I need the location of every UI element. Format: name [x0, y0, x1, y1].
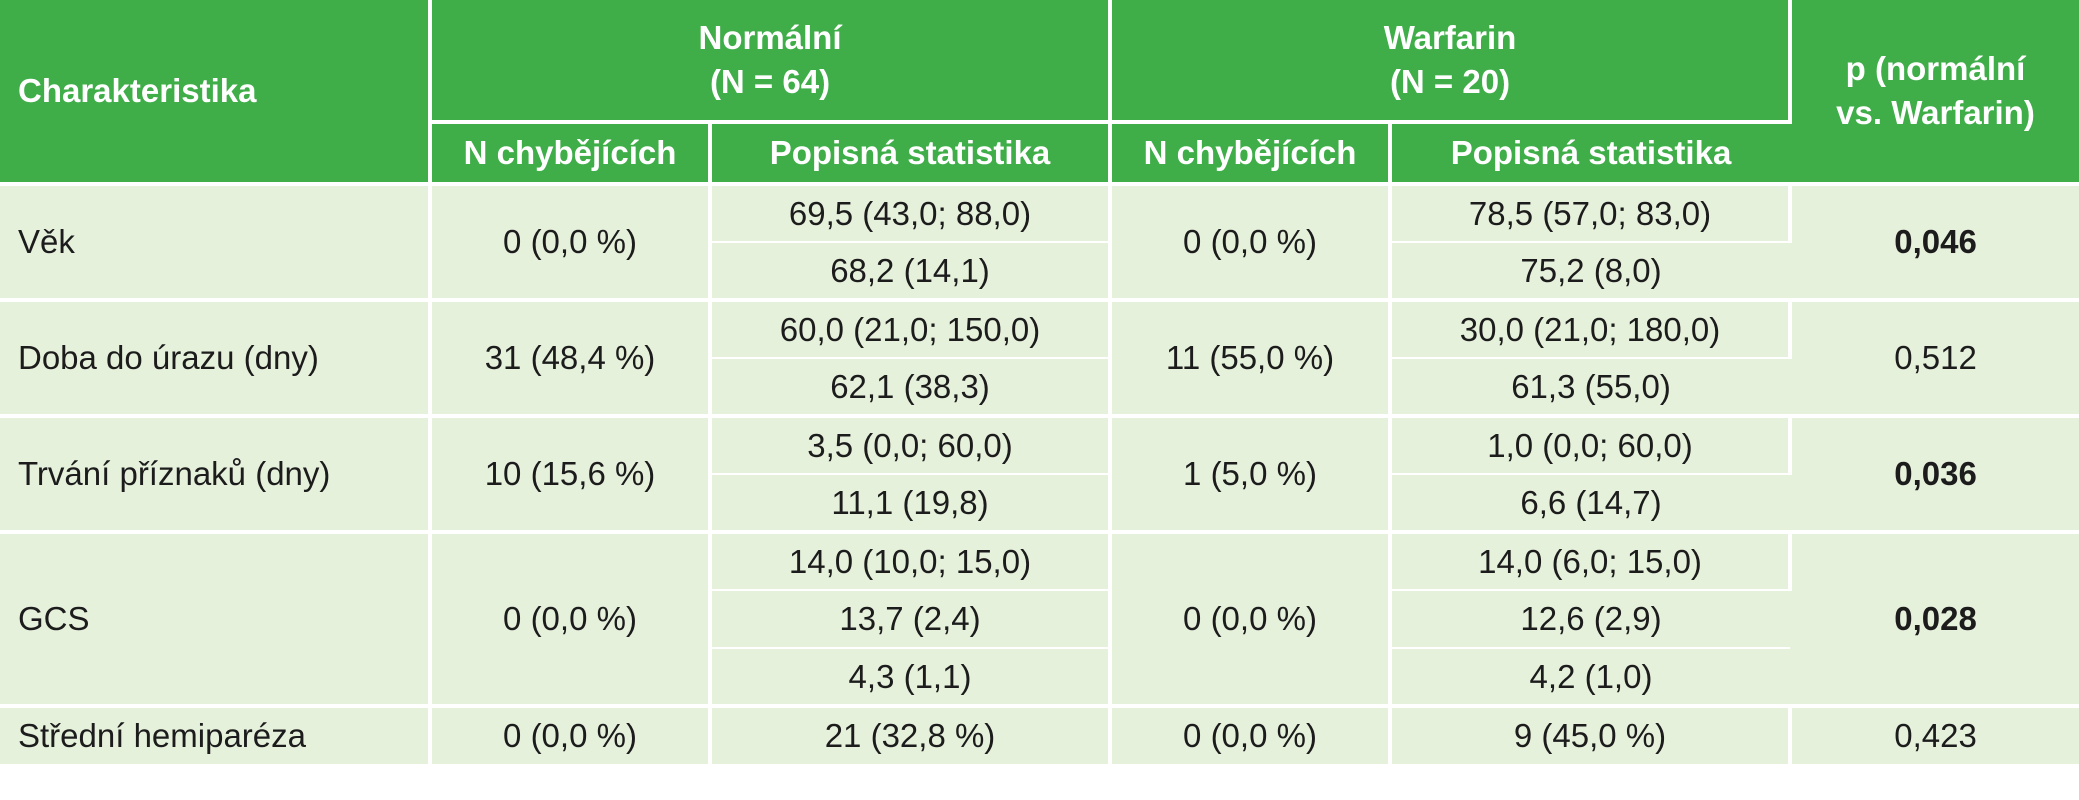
normal-missing-cell: 0 (0,0 %) [430, 530, 712, 706]
normal-group-count: (N = 64) [709, 63, 831, 100]
warfarin-stat-cell: 78,5 (57,0; 83,0) [1390, 182, 1793, 242]
warfarin-stat-cell: 61,3 (55,0) [1390, 357, 1791, 416]
normal-stat-cell: 3,5 (0,0; 60,0) [710, 414, 1112, 474]
row-label: Doba do úrazu (dny) [0, 298, 432, 416]
warfarin-stat-cell: 6,6 (14,7) [1390, 473, 1791, 532]
warfarin-missing-cell: 11 (55,0 %) [1110, 298, 1392, 416]
table-subrow: 11,1 (19,8) 6,6 (14,7) [0, 473, 2079, 532]
warfarin-missing-header: N chybějících [1110, 122, 1392, 186]
characteristic-header: Charakteristika [0, 0, 432, 186]
row-label: Věk [0, 182, 432, 300]
normal-missing-header: N chybějících [430, 122, 712, 186]
normal-stat-cell: 68,2 (14,1) [710, 241, 1112, 300]
pvalue-cell: 0,512 [1790, 298, 2079, 416]
normal-stat-cell: 69,5 (43,0; 88,0) [710, 182, 1112, 242]
warfarin-stat-cell: 75,2 (8,0) [1390, 241, 1791, 300]
row-label: Trvání příznaků (dny) [0, 414, 432, 532]
table-row: Střední hemiparéza 0 (0,0 %) 21 (32,8 %)… [0, 704, 2079, 764]
row-label: GCS [0, 530, 432, 706]
warfarin-group-header: Warfarin (N = 20) [1110, 0, 1793, 124]
normal-missing-cell: 31 (48,4 %) [430, 298, 712, 416]
warfarin-stat-cell: 1,0 (0,0; 60,0) [1390, 414, 1793, 474]
normal-stat-cell: 62,1 (38,3) [710, 357, 1112, 416]
normal-missing-cell: 0 (0,0 %) [430, 704, 712, 764]
normal-group-name: Normální [698, 19, 842, 56]
normal-stat-cell: 13,7 (2,4) [710, 589, 1112, 648]
pvalue-cell: 0,046 [1790, 182, 2079, 300]
normal-stat-cell: 21 (32,8 %) [710, 704, 1112, 764]
warfarin-descriptive-header: Popisná statistika [1390, 122, 1791, 186]
table-header: Charakteristika Normální (N = 64) Warfar… [0, 0, 2079, 186]
warfarin-missing-cell: 0 (0,0 %) [1110, 704, 1392, 764]
warfarin-group-count: (N = 20) [1389, 63, 1511, 100]
warfarin-missing-cell: 1 (5,0 %) [1110, 414, 1392, 532]
table-subrow: 62,1 (38,3) 61,3 (55,0) [0, 357, 2079, 416]
table-row: Věk 0 (0,0 %) 69,5 (43,0; 88,0) 0 (0,0 %… [0, 182, 2079, 300]
warfarin-stat-cell: 14,0 (6,0; 15,0) [1390, 530, 1793, 590]
table-row: Trvání příznaků (dny) 10 (15,6 %) 3,5 (0… [0, 414, 2079, 532]
table-subrow: 13,7 (2,4) 12,6 (2,9) [0, 589, 2079, 648]
pvalue-cell: 0,423 [1790, 704, 2079, 764]
normal-missing-cell: 0 (0,0 %) [430, 182, 712, 300]
normal-descriptive-header: Popisná statistika [710, 122, 1112, 186]
warfarin-stat-cell: 4,2 (1,0) [1390, 647, 1791, 706]
warfarin-stat-cell: 12,6 (2,9) [1390, 589, 1791, 648]
warfarin-group-name: Warfarin [1383, 19, 1517, 56]
normal-missing-cell: 10 (15,6 %) [430, 414, 712, 532]
table-row: GCS 0 (0,0 %) 14,0 (10,0; 15,0) 0 (0,0 %… [0, 530, 2079, 706]
warfarin-stat-cell: 30,0 (21,0; 180,0) [1390, 298, 1793, 358]
warfarin-stat-cell: 9 (45,0 %) [1390, 704, 1793, 764]
normal-stat-cell: 4,3 (1,1) [710, 647, 1112, 706]
table-row: Doba do úrazu (dny) 31 (48,4 %) 60,0 (21… [0, 298, 2079, 416]
pvalue-header-line2: vs. Warfarin) [1836, 94, 2035, 131]
row-label: Střední hemiparéza [0, 704, 432, 764]
normal-stat-cell: 11,1 (19,8) [710, 473, 1112, 532]
warfarin-missing-cell: 0 (0,0 %) [1110, 182, 1392, 300]
warfarin-missing-cell: 0 (0,0 %) [1110, 530, 1392, 706]
pvalue-cell: 0,028 [1790, 530, 2079, 706]
table-body: Věk 0 (0,0 %) 69,5 (43,0; 88,0) 0 (0,0 %… [0, 182, 2079, 764]
pvalue-header: p (normální vs. Warfarin) [1790, 0, 2079, 186]
characteristics-table: Charakteristika Normální (N = 64) Warfar… [0, 0, 2079, 764]
pvalue-header-line1: p (normální [1845, 50, 2026, 87]
table-subrow: 4,3 (1,1) 4,2 (1,0) [0, 647, 2079, 706]
table-subrow: 68,2 (14,1) 75,2 (8,0) [0, 241, 2079, 300]
normal-stat-cell: 60,0 (21,0; 150,0) [710, 298, 1112, 358]
pvalue-cell: 0,036 [1790, 414, 2079, 532]
normal-stat-cell: 14,0 (10,0; 15,0) [710, 530, 1112, 590]
normal-group-header: Normální (N = 64) [430, 0, 1112, 124]
